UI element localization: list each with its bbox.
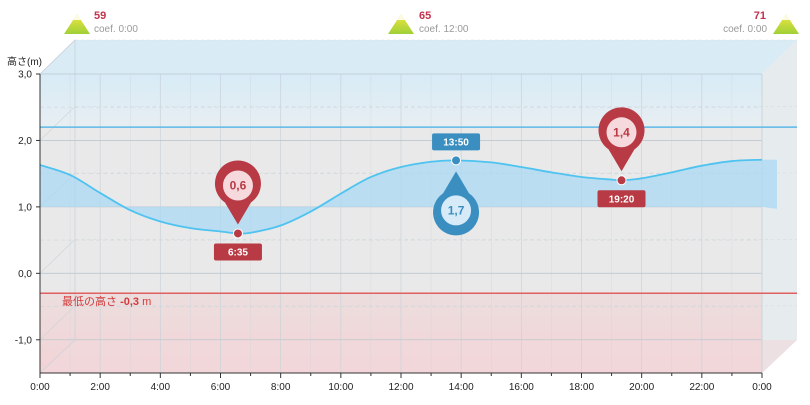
y-tick-label: -1,0 (15, 335, 33, 346)
x-tick-label: 4:00 (151, 382, 171, 393)
coef-value: 65 (419, 10, 431, 22)
y-tick-label: 3,0 (18, 70, 32, 81)
x-tick-label: 6:00 (211, 382, 231, 393)
coef-value: 59 (94, 10, 106, 22)
high-tide-marker: 1,7 13:50 (432, 133, 481, 236)
time-tag-label: 6:35 (228, 247, 248, 258)
coef-1: 65 coef. 12:00 (388, 10, 469, 35)
y-ticks: 3,0 2,0 1,0 0,0 -1,0 (15, 70, 40, 346)
coef-value: 71 (754, 10, 766, 22)
right-depth-strip (762, 40, 797, 373)
x-tick-label: 12:00 (388, 382, 413, 393)
floor-depth-strip (40, 340, 797, 373)
grid-line-depth (39, 39, 76, 75)
coef-triangle-peak-icon (73, 14, 81, 20)
coef-triangle-icon (64, 14, 90, 34)
coef-triangle-peak-icon (782, 14, 790, 20)
tide-extremes: 0,6 6:35 1,7 13:50 1,4 19:20 (213, 107, 646, 261)
top-depth-strip (40, 40, 797, 74)
x-tick-label: 14:00 (449, 382, 474, 393)
min-height-label: 最低の高さ -0,3 m (62, 294, 151, 308)
time-tag (213, 243, 262, 261)
x-tick-label: 16:00 (509, 382, 534, 393)
time-tag (432, 133, 481, 151)
x-tick-label: 20:00 (629, 382, 654, 393)
coef-2: 71 coef. 0:00 (723, 10, 799, 35)
x-tick-label: 0:00 (30, 382, 50, 393)
tide-point (451, 155, 462, 166)
pin-inner (606, 117, 637, 148)
tide-point (616, 175, 627, 186)
grid-line-depth (39, 305, 76, 340)
x-tick-label: 8:00 (271, 382, 291, 393)
time-tag-label: 13:50 (443, 137, 469, 148)
coef-label: coef. 0:00 (723, 24, 767, 35)
y-tick-label: 0,0 (18, 269, 32, 280)
y-tick-label: 1,0 (18, 202, 32, 213)
coef-triangle-icon (773, 14, 799, 34)
time-tag (597, 190, 646, 208)
coef-0: 59 coef. 0:00 (64, 10, 138, 35)
coef-triangle-peak-icon (397, 14, 405, 20)
coef-label: coef. 0:00 (94, 24, 138, 35)
grid-line-depth (39, 239, 76, 274)
tide-curve (39, 158, 763, 235)
pin-value-label: 1,4 (613, 125, 630, 139)
pin-inner (441, 195, 472, 226)
reference-lines (40, 126, 797, 295)
x-tick-label: 2:00 (90, 382, 110, 393)
tide-point (232, 228, 243, 239)
low-tide-marker: 1,4 19:20 (597, 107, 646, 208)
y-tick-label: 2,0 (18, 136, 32, 147)
x-ticks: 0:00 2:00 4:00 6:00 8:00 10:00 12:00 14:00 16:00… (30, 373, 772, 393)
tide-series (39, 158, 777, 235)
pin-value-label: 1,7 (448, 203, 465, 217)
x-tick-label: 18:00 (569, 382, 594, 393)
low-tide-marker: 0,6 6:35 (213, 160, 262, 261)
time-tag-label: 19:20 (609, 194, 635, 205)
depth-line (39, 339, 76, 374)
grid-line-depth (39, 106, 76, 141)
x-tick-label: 10:00 (328, 382, 353, 393)
x-tick-label: 22:00 (689, 382, 714, 393)
coef-label: coef. 12:00 (419, 24, 469, 35)
x-tick-label: 0:00 (752, 382, 772, 393)
pin-inner (222, 170, 253, 201)
y-axis-label: 高さ(m) (7, 55, 42, 68)
pin-value-label: 0,6 (230, 178, 247, 192)
coef-triangle-icon (388, 14, 414, 34)
